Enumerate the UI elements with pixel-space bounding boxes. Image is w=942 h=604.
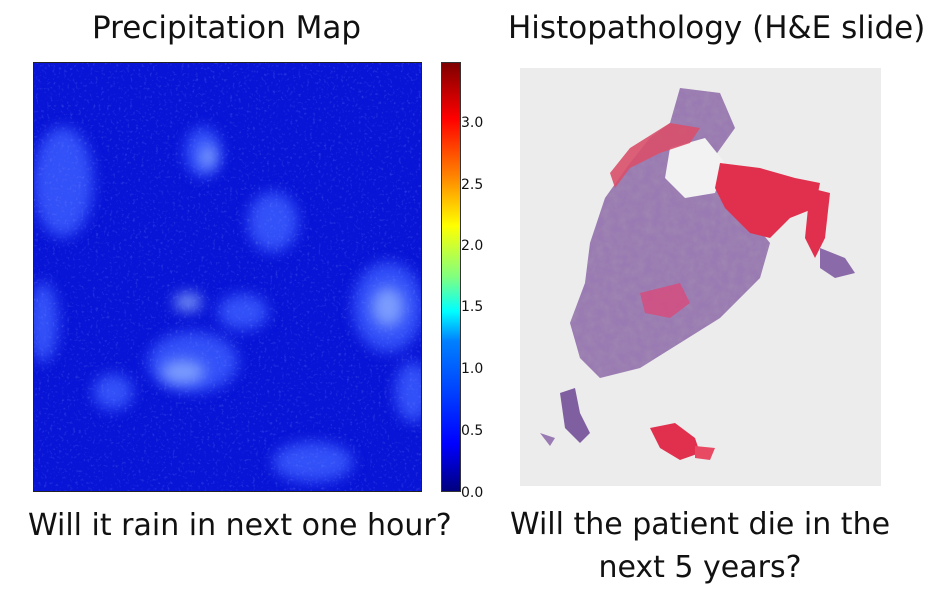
colorbar bbox=[441, 62, 461, 492]
precipitation-heatmap bbox=[33, 62, 422, 492]
colorbar-tick: 1.5 bbox=[461, 299, 484, 315]
colorbar-tick: 0.0 bbox=[461, 485, 484, 501]
colorbar-tick: 3.0 bbox=[461, 115, 484, 131]
colorbar-tick: 2.5 bbox=[461, 177, 484, 193]
survival-question-line2: next 5 years? bbox=[598, 550, 802, 585]
colorbar-tick: 2.0 bbox=[461, 238, 484, 254]
colorbar-tick: 1.0 bbox=[461, 361, 484, 377]
histopathology-title: Histopathology (H&E slide) bbox=[508, 10, 926, 46]
colorbar-tick: 0.5 bbox=[461, 423, 484, 439]
rain-question: Will it rain in next one hour? bbox=[28, 508, 452, 543]
he-slide-image bbox=[520, 68, 881, 486]
precipitation-title: Precipitation Map bbox=[92, 10, 362, 46]
survival-question-line1: Will the patient die in the bbox=[509, 507, 891, 542]
